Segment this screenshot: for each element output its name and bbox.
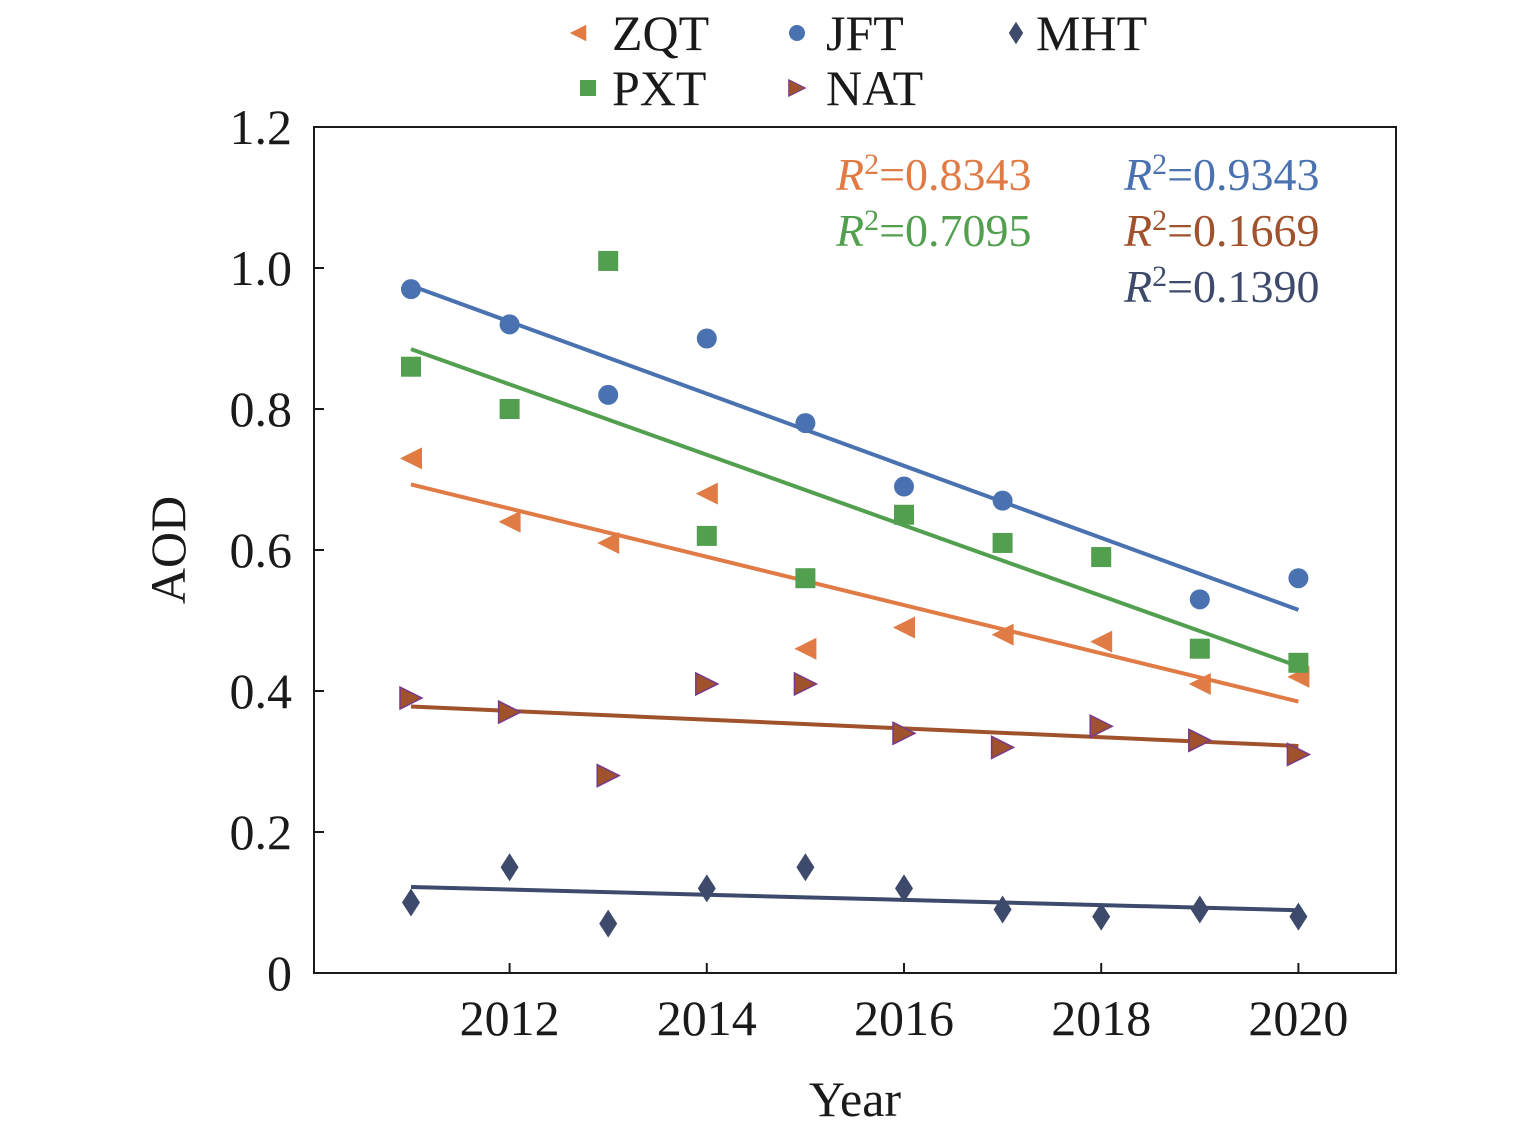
legend-item-nat: NAT xyxy=(788,60,923,116)
data-point-nat xyxy=(596,763,621,788)
data-point-jft xyxy=(499,314,520,335)
data-point-nat xyxy=(695,671,720,697)
legend-item-zqt: ZQT xyxy=(569,5,709,61)
legend-marker-nat xyxy=(788,78,807,98)
data-point-jft xyxy=(1288,568,1309,589)
data-point-mht xyxy=(1289,902,1308,931)
data-point-mht xyxy=(1092,902,1111,931)
y-tick-label: 0 xyxy=(267,945,292,1001)
data-point-mht xyxy=(1190,895,1209,924)
data-point-nat xyxy=(892,721,917,746)
data-point-pxt xyxy=(696,525,717,546)
data-point-jft xyxy=(401,279,421,300)
trend-line-jft xyxy=(410,283,1300,612)
data-point-zqt xyxy=(597,531,620,554)
legend-label-zqt: ZQT xyxy=(612,5,709,61)
data-point-mht xyxy=(895,874,913,903)
y-tick-label: 1.2 xyxy=(230,99,293,155)
x-tick-label: 2018 xyxy=(1051,990,1151,1046)
trend-line-nat xyxy=(410,704,1299,748)
y-tick-label: 0.2 xyxy=(230,804,293,860)
data-point-nat xyxy=(1089,714,1114,739)
y-axis-title: AOD xyxy=(140,496,196,604)
data-point-pxt xyxy=(401,356,421,377)
trend-line-zqt xyxy=(410,482,1299,704)
data-point-pxt xyxy=(1288,652,1309,673)
data-point-jft xyxy=(598,384,619,405)
legend-item-pxt: PXT xyxy=(580,60,706,116)
data-point-pxt xyxy=(795,568,816,589)
data-point-zqt xyxy=(400,447,422,470)
data-point-pxt xyxy=(598,250,619,271)
legend-item-jft: JFT xyxy=(789,5,904,61)
data-point-jft xyxy=(696,328,717,349)
data-point-pxt xyxy=(894,504,914,525)
legend-item-mht: MHT xyxy=(1008,5,1147,61)
data-point-mht xyxy=(697,874,716,903)
data-point-jft xyxy=(894,476,914,497)
data-point-mht xyxy=(402,888,420,917)
data-point-zqt xyxy=(695,482,718,505)
data-point-zqt xyxy=(794,637,817,660)
data-point-nat xyxy=(793,671,819,697)
data-point-jft xyxy=(795,413,816,434)
data-point-jft xyxy=(1189,589,1210,610)
data-point-pxt xyxy=(499,399,520,419)
y-axis: 0 0.2 0.4 0.6 0.8 1.0 1.2 xyxy=(230,99,324,1001)
x-axis: 2012 2014 2016 2018 2020 xyxy=(460,963,1348,1046)
y-tick-label: 1.0 xyxy=(230,240,293,296)
legend-marker-zqt xyxy=(569,24,587,42)
data-point-zqt xyxy=(991,623,1014,646)
legend-label-jft: JFT xyxy=(826,5,904,61)
data-point-zqt xyxy=(1090,630,1113,653)
data-point-mht xyxy=(796,853,815,882)
legend-marker-jft xyxy=(789,25,805,41)
data-point-pxt xyxy=(1091,547,1112,568)
r2-label-pxt: R2=0.7095 xyxy=(835,204,1032,256)
data-point-mht xyxy=(993,895,1012,924)
legend-marker-mht xyxy=(1008,21,1024,45)
data-point-zqt xyxy=(498,510,521,533)
r2-label-zqt: R2=0.8343 xyxy=(835,148,1032,200)
r2-label-nat: R2=0.1669 xyxy=(1123,204,1320,256)
r2-label-jft: R2=0.9343 xyxy=(1123,148,1320,200)
data-points xyxy=(399,250,1312,938)
legend-marker-pxt xyxy=(580,80,596,96)
data-point-nat xyxy=(1188,728,1213,753)
legend-label-mht: MHT xyxy=(1036,5,1147,61)
y-tick-label: 0.4 xyxy=(230,663,293,719)
data-point-nat xyxy=(1286,742,1312,767)
data-point-nat xyxy=(399,685,424,711)
r-squared-labels: R2=0.8343 R2=0.9343 R2=0.1390 R2=0.7095 R2=0… xyxy=(835,148,1320,312)
x-tick-label: 2012 xyxy=(460,990,560,1046)
y-tick-label: 0.8 xyxy=(230,381,293,437)
data-point-jft xyxy=(992,490,1013,511)
legend: ZQT JFT MHT PXT NAT xyxy=(569,5,1147,116)
data-point-pxt xyxy=(992,532,1013,553)
trend-line-mht xyxy=(410,884,1299,913)
x-tick-label: 2014 xyxy=(657,990,757,1046)
data-point-zqt xyxy=(893,616,915,639)
legend-label-nat: NAT xyxy=(826,60,923,116)
data-point-mht xyxy=(500,853,519,882)
trend-lines xyxy=(410,283,1300,913)
r2-label-mht: R2=0.1390 xyxy=(1123,260,1320,312)
x-tick-label: 2016 xyxy=(854,990,954,1046)
legend-label-pxt: PXT xyxy=(612,60,706,116)
data-point-pxt xyxy=(1189,638,1210,659)
data-point-nat xyxy=(497,699,523,725)
data-point-nat xyxy=(990,735,1016,760)
data-point-zqt xyxy=(1188,672,1211,695)
y-tick-label: 0.6 xyxy=(230,522,293,578)
x-tick-label: 2020 xyxy=(1248,990,1348,1046)
trend-line-pxt xyxy=(410,347,1300,669)
x-axis-title: Year xyxy=(809,1071,901,1127)
data-point-mht xyxy=(599,909,618,938)
